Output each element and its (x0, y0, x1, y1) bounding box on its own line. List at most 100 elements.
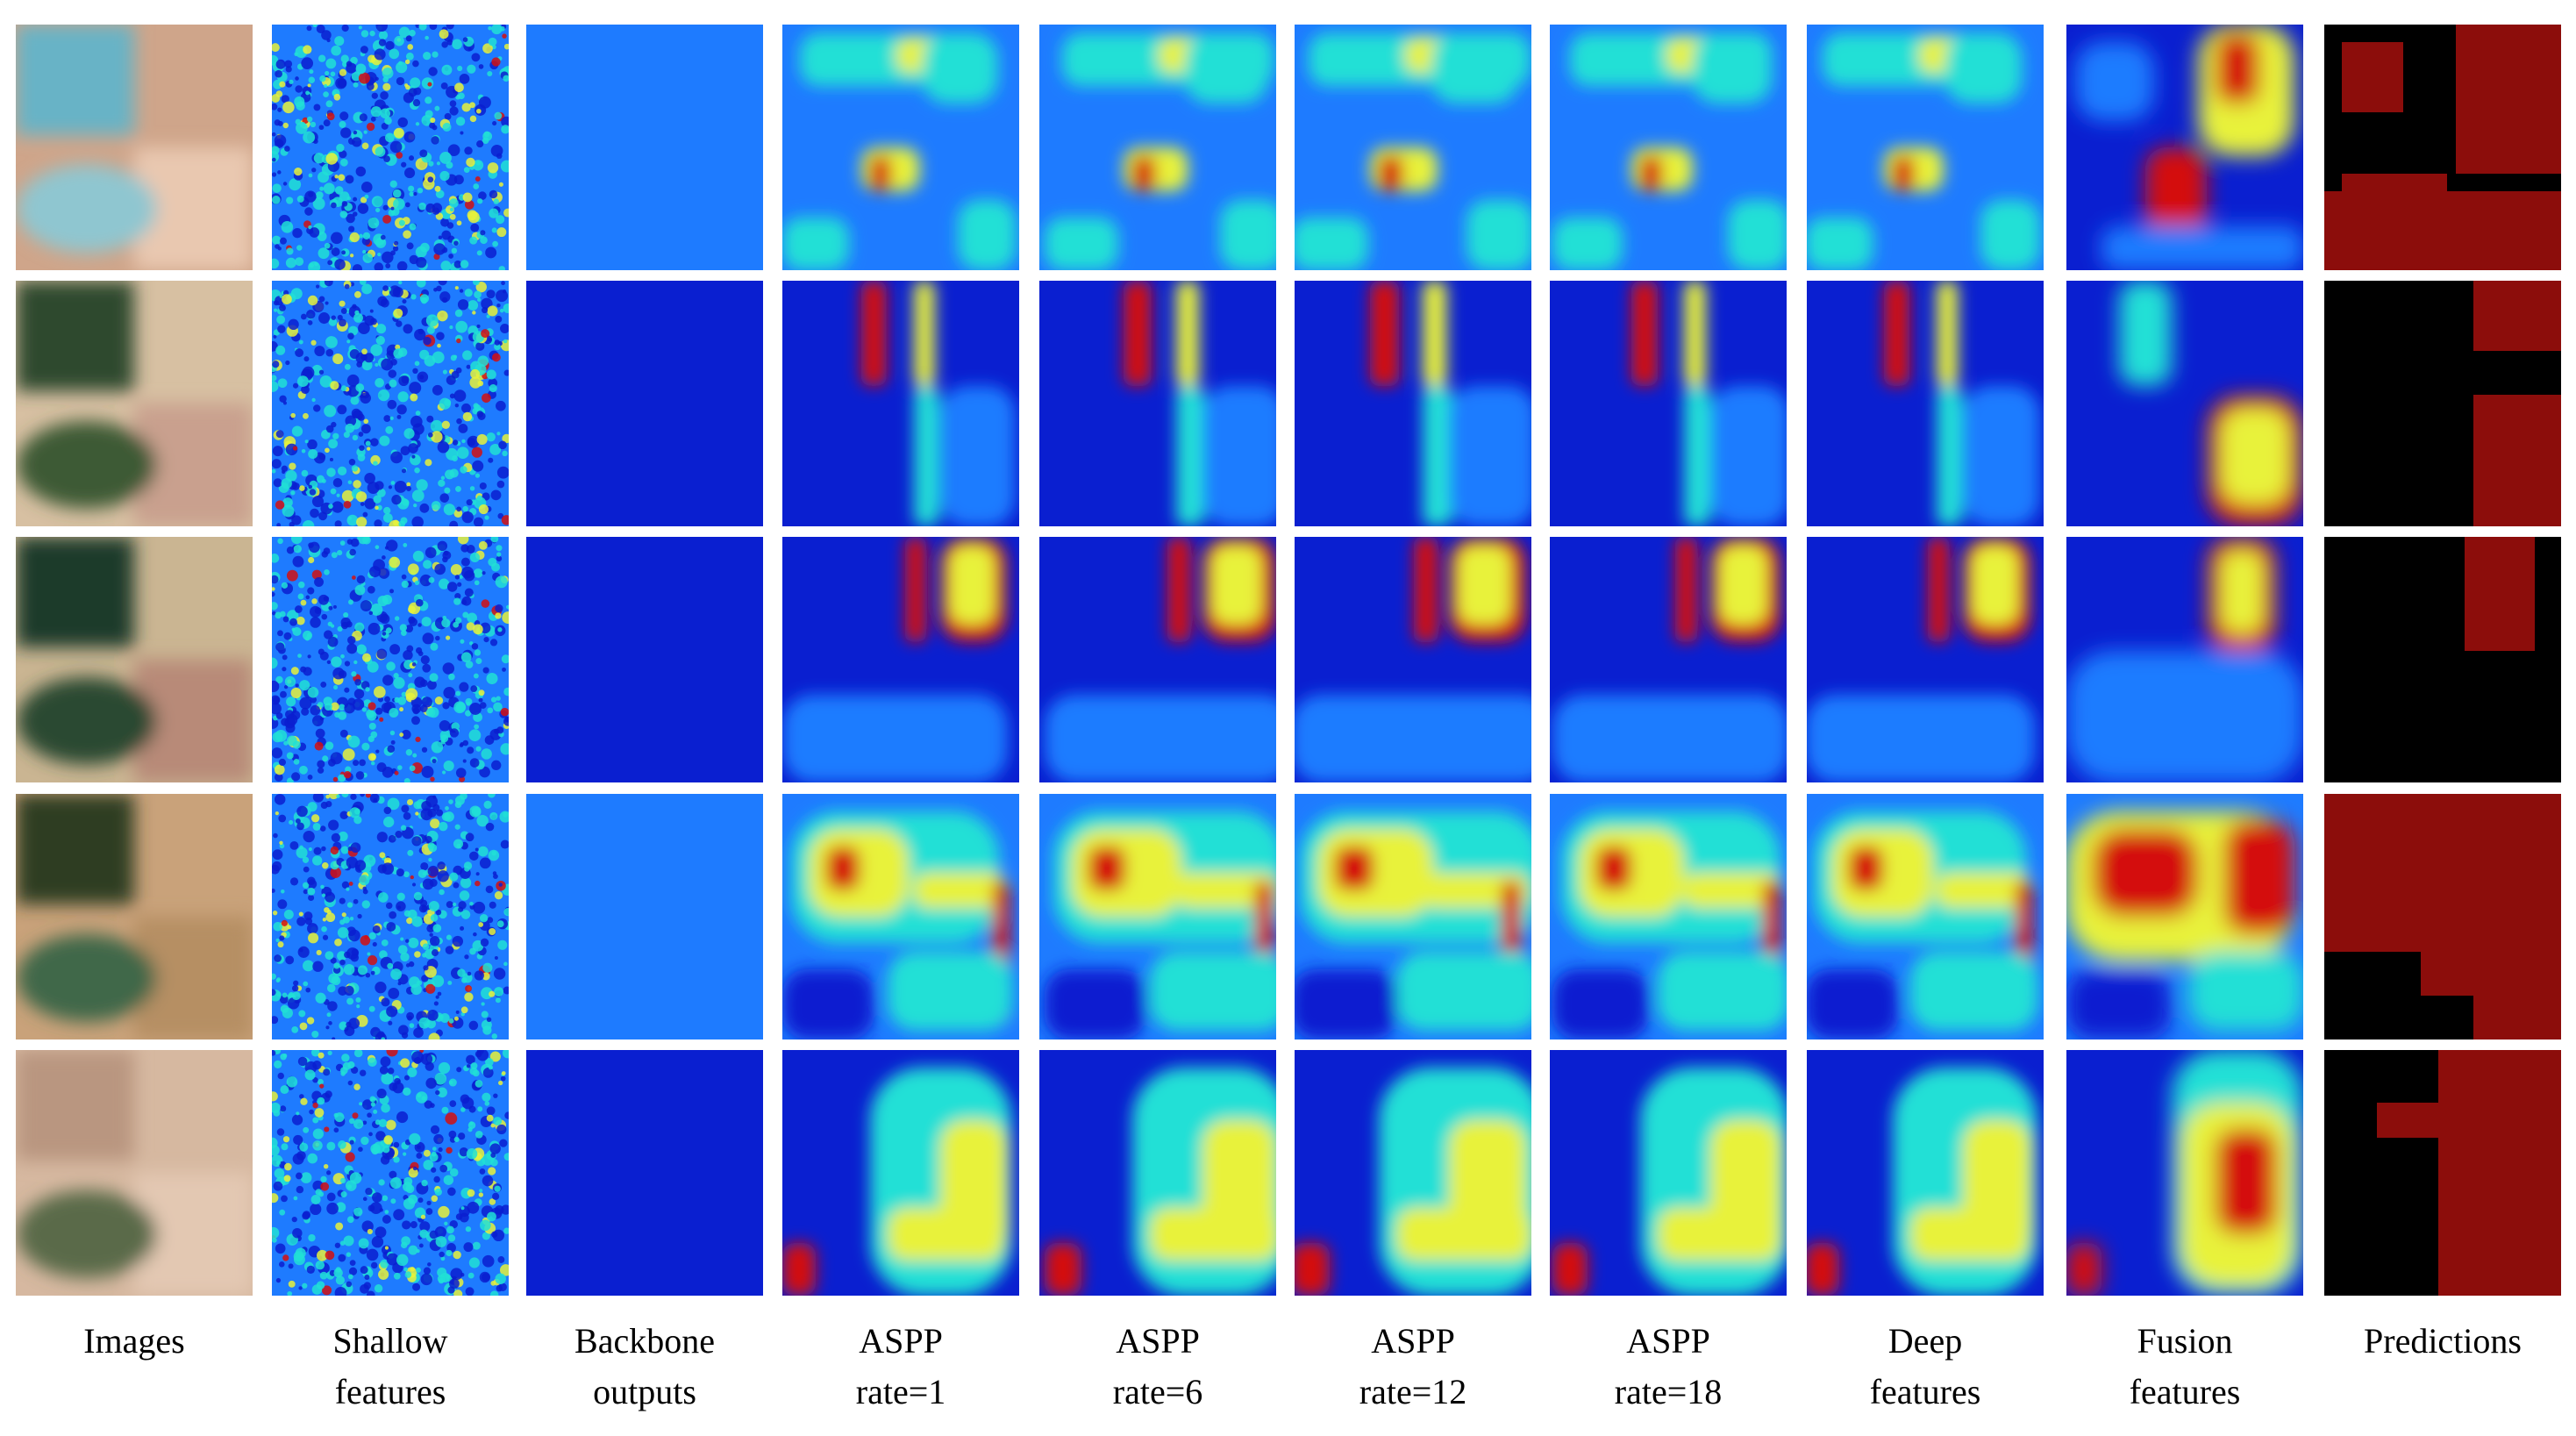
aspp18-row-5 (1550, 1050, 1787, 1296)
activation-blob (1658, 1208, 1780, 1261)
activation-blob (1295, 969, 1397, 1039)
caption-line: Images (83, 1321, 185, 1361)
caption-line: features (2129, 1372, 2241, 1411)
activation-blob (1552, 1243, 1588, 1296)
activation-blob (1379, 156, 1403, 191)
pred-row-2 (2324, 281, 2561, 526)
activation-blob (1728, 200, 1787, 270)
pred-row-1 (2324, 25, 2561, 270)
activation-blob (958, 200, 1017, 270)
activation-blob (923, 33, 998, 104)
fusion-row-3 (2066, 537, 2303, 782)
activation-blob (2075, 42, 2154, 121)
caption-images: Images (7, 1316, 261, 1367)
activation-blob (861, 281, 887, 386)
aspp18-row-1 (1550, 25, 1787, 270)
aspp1-row-3 (782, 537, 1019, 782)
aspp6-row-2 (1039, 281, 1276, 526)
caption-line: rate=1 (855, 1372, 946, 1411)
activation-blob (2216, 33, 2259, 104)
activation-blob (1963, 386, 2040, 526)
activation-blob (1807, 218, 1873, 270)
activation-blob (1176, 873, 1276, 908)
deep-row-1 (1807, 25, 2044, 270)
activation-blob (1807, 1243, 1839, 1296)
activation-blob (1596, 847, 1631, 890)
caption-deep: Deep features (1798, 1316, 2052, 1418)
activation-blob (1458, 546, 1511, 625)
activation-blob (1884, 281, 1910, 386)
aspp6-row-4 (1039, 794, 1276, 1039)
activation-blob (1552, 218, 1623, 270)
activation-blob (1335, 847, 1374, 890)
aspp1-row-1 (782, 25, 1019, 270)
pred-row-3 (2324, 537, 2561, 782)
caption-line: rate=12 (1359, 1372, 1467, 1411)
backbone-row-1 (526, 25, 763, 270)
activation-blob (826, 847, 860, 890)
activation-blob (1150, 952, 1276, 1031)
deep-row-4 (1807, 794, 2044, 1039)
predicted-region (2473, 952, 2561, 1039)
activation-blob (1684, 281, 1706, 386)
activation-blob (1317, 829, 1433, 917)
activation-blob (1710, 386, 1787, 526)
activation-blob (1910, 952, 2038, 1031)
shallow-row-3 (272, 537, 509, 782)
activation-blob (1124, 281, 1152, 386)
caption-line: outputs (593, 1372, 696, 1411)
predicted-region (2342, 42, 2403, 112)
activation-blob (1552, 695, 1787, 782)
aspp18-row-2 (1550, 281, 1787, 526)
aspp6-row-3 (1039, 537, 1276, 782)
backbone-row-2 (526, 281, 763, 526)
activation-blob (1466, 200, 1531, 270)
aspp12-row-5 (1295, 1050, 1531, 1296)
predicted-region (2456, 25, 2561, 174)
activation-blob (782, 969, 874, 1039)
predicted-region (2377, 1103, 2447, 1138)
activation-blob (1295, 1243, 1330, 1296)
caption-line: ASPP (1626, 1321, 1710, 1361)
activation-blob (1176, 386, 1204, 526)
activation-blob (1972, 546, 2019, 625)
caption-fusion: Fusion features (2058, 1316, 2312, 1418)
shallow-row-5 (272, 1050, 509, 1296)
fusion-row-2 (2066, 281, 2303, 526)
activation-blob (1211, 546, 1262, 625)
activation-blob (2066, 651, 2303, 782)
activation-blob (1045, 695, 1276, 782)
caption-line: Predictions (2364, 1321, 2522, 1361)
caption-pred: Predictions (2316, 1316, 2570, 1367)
activation-blob (1937, 873, 2030, 908)
activation-blob (1202, 386, 1276, 526)
activation-blob (1675, 537, 1697, 642)
caption-aspp1: ASPP rate=1 (774, 1316, 1028, 1418)
activation-blob (1684, 873, 1780, 908)
backbone-row-5 (526, 1050, 763, 1296)
activation-blob (1045, 969, 1146, 1039)
activation-blob (914, 281, 935, 386)
activation-blob (940, 386, 1016, 526)
caption-line: Deep (1887, 1321, 1963, 1361)
activation-blob (1945, 33, 2023, 104)
pred-row-5 (2324, 1050, 2561, 1296)
caption-line: rate=18 (1614, 1372, 1723, 1411)
pred-row-4 (2324, 794, 2561, 1039)
caption-line: Backbone (574, 1321, 715, 1361)
aspp1-row-2 (782, 281, 1019, 526)
activation-blob (2189, 952, 2303, 1031)
activation-blob (1423, 281, 1447, 386)
deep-row-3 (1807, 537, 2044, 782)
activation-blob (782, 1243, 816, 1296)
activation-blob (1295, 218, 1368, 270)
activation-blob (1849, 847, 1883, 890)
activation-blob (1167, 537, 1191, 642)
shallow-row-2 (272, 281, 509, 526)
activation-blob (1132, 156, 1156, 191)
images-row-2 (16, 281, 253, 526)
activation-blob (1807, 969, 1899, 1039)
activation-blob (1640, 156, 1662, 191)
activation-blob (2145, 147, 2207, 235)
